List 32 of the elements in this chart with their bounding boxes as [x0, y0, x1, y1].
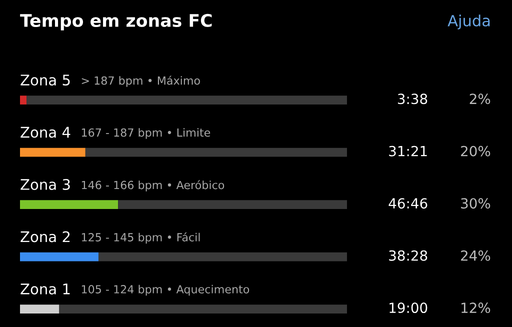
y-tick-label: Zona 3: [20, 178, 70, 190]
bar: [118, 200, 347, 210]
y-tick-label: Zona 1: [20, 284, 70, 294]
annotation: 105 - 124 bpm • Aquecimento: [82, 284, 250, 296]
bar: [20, 304, 60, 314]
data-label: 2%: [470, 94, 490, 104]
bar: [98, 252, 347, 262]
text: 31:21: [389, 146, 427, 156]
y-tick-label: Zona 5: [20, 74, 70, 86]
y-tick-label: Zona 2: [20, 231, 70, 242]
annotation: 125 - 145 bpm • Fácil: [82, 232, 200, 244]
text: 46:46: [388, 198, 428, 209]
bar: [59, 304, 347, 314]
data-label: 12%: [462, 302, 490, 314]
bar: [20, 252, 98, 262]
annotation: 146 - 166 bpm • Aeróbico: [82, 180, 224, 192]
bar: [26, 96, 347, 105]
text: 38:28: [389, 250, 428, 261]
text: 3:38: [398, 94, 428, 104]
bar: [20, 96, 27, 105]
bar: [85, 148, 347, 157]
bar: [20, 148, 86, 157]
annotation: 167 - 187 bpm • Limite: [82, 128, 210, 139]
annotation: > 187 bpm • Máximo: [82, 76, 200, 87]
text: 19:00: [390, 302, 428, 314]
data-label: 24%: [461, 250, 490, 261]
chart-title: Tempo em zonas FC: [20, 14, 212, 30]
y-tick-label: Zona 4: [20, 126, 70, 138]
data-label: 20%: [461, 146, 490, 156]
bar: [20, 200, 118, 210]
data-label: 30%: [461, 198, 490, 209]
text: Ajuda: [448, 14, 490, 30]
